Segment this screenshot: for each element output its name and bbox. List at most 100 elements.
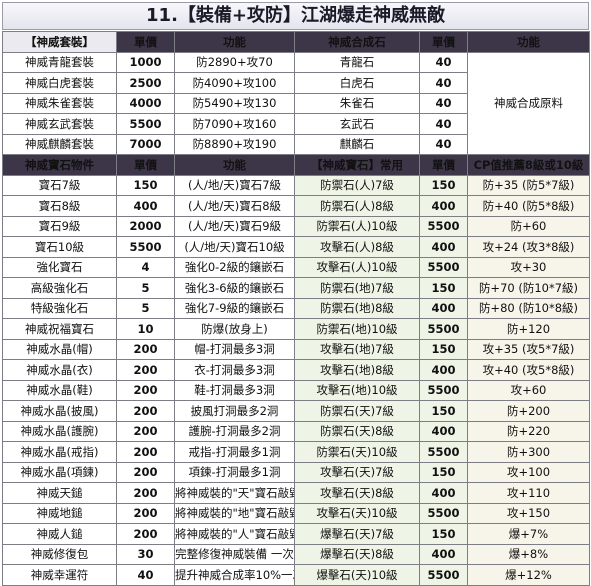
- gem-price: 150: [419, 461, 468, 483]
- gem-row: 神威水晶(披風) 200 披風打洞最多2洞 防禦石(天)7級 150 防+200: [2, 400, 590, 422]
- gem-price: 150: [419, 523, 468, 545]
- item-price: 5500: [116, 236, 175, 258]
- gem-name: 攻擊石(人)8級: [294, 236, 420, 258]
- gem-name: 攻擊石(地)10級: [294, 379, 420, 401]
- header-cp-recommend: CP值推薦8級或10級: [467, 154, 590, 176]
- gem-price: 150: [419, 174, 468, 196]
- gem-price: 400: [419, 420, 468, 442]
- suit-row: 神威青龍套裝 1000 防2890+攻70 青龍石 40 神威合成原料: [2, 51, 590, 155]
- item-name: 神威水晶(項鍊): [2, 461, 117, 483]
- gem-row: 神威水晶(護腕) 200 護腕-打洞最多2洞 防禦石(天)8級 400 防+220: [2, 420, 590, 442]
- suit-name: 神威玄武套裝: [2, 113, 117, 135]
- item-name: 寶石7級: [2, 174, 117, 196]
- gem-name: 防禦石(天)7級: [294, 400, 420, 422]
- item-name: 神威水晶(帽): [2, 338, 117, 360]
- item-name: 神威天鎚: [2, 482, 117, 504]
- gem-effect: 攻+40 (攻5*8級): [467, 359, 590, 381]
- suit-function: 防2890+攻70: [174, 51, 295, 73]
- gem-effect: 防+60: [467, 215, 590, 237]
- item-price: 40: [116, 564, 175, 586]
- gem-effect: 攻+24 (攻3*8級): [467, 236, 590, 258]
- item-function: 衣-打洞最多3洞: [174, 359, 295, 381]
- gem-effect: 爆+8%: [467, 543, 590, 565]
- gem-name: 防禦石(地)8級: [294, 297, 420, 319]
- item-price: 30: [116, 543, 175, 565]
- section1-header-row: 【神威套裝】 單價 功能 神威合成石 單價 功能: [2, 31, 590, 53]
- gem-effect: 防+300: [467, 441, 590, 463]
- gem-effect: 攻+60: [467, 379, 590, 401]
- gem-price: 150: [419, 277, 468, 299]
- suit-price: 7000: [116, 133, 175, 155]
- section2-header-row: 神威寶石物件 單價 功能 【神威寶石】常用 單價 CP值推薦8級或10級: [2, 154, 590, 176]
- gem-price: 400: [419, 297, 468, 319]
- gem-name: 防禦石(人)10級: [294, 215, 420, 237]
- suit-name: 神威朱雀套裝: [2, 92, 117, 114]
- stone-price: 40: [419, 92, 468, 114]
- gem-row: 神威人鎚 200 將神威裝的"人"寶石敲毀 爆擊石(天)7級 150 爆+7%: [2, 523, 590, 545]
- item-price: 200: [116, 482, 175, 504]
- item-name: 強化寶石: [2, 256, 117, 278]
- item-function: 防爆(放身上): [174, 318, 295, 340]
- item-name: 神威人鎚: [2, 523, 117, 545]
- gem-name: 防禦石(人)7級: [294, 174, 420, 196]
- item-function: 項鍊-打洞最多1洞: [174, 461, 295, 483]
- gem-effect: 攻+150: [467, 502, 590, 524]
- gem-effect: 防+120: [467, 318, 590, 340]
- item-name: 神威修復包: [2, 543, 117, 565]
- gem-row: 神威天鎚 200 將神威裝的"天"寶石敲毀 攻擊石(天)8級 400 攻+110: [2, 482, 590, 504]
- item-function: 披風打洞最多2洞: [174, 400, 295, 422]
- gem-row: 特級強化石 5 強化7-9級的鑲嵌石 防禦石(地)8級 400 防+80 (防10*8級): [2, 297, 590, 319]
- stone-name: 玄武石: [294, 113, 420, 135]
- item-price: 200: [116, 441, 175, 463]
- gem-effect: 防+35 (防5*7級): [467, 174, 590, 196]
- item-function: (人/地/天)寶石9級: [174, 215, 295, 237]
- gem-name: 爆擊石(天)7級: [294, 523, 420, 545]
- suit-name: 神威麒麟套裝: [2, 133, 117, 155]
- item-name: 神威祝福寶石: [2, 318, 117, 340]
- gem-row: 寶石8級 400 (人/地/天)寶石8級 防禦石(人)8級 400 防+40 (防5*8級…: [2, 195, 590, 217]
- item-price: 200: [116, 420, 175, 442]
- gem-row: 神威祝福寶石 10 防爆(放身上) 防禦石(地)10級 5500 防+120: [2, 318, 590, 340]
- gem-row: 強化寶石 4 強化0-2級的鑲嵌石 攻擊石(人)10級 5500 攻+30: [2, 256, 590, 278]
- gem-row: 神威水晶(項鍊) 200 項鍊-打洞最多1洞 攻擊石(天)7級 150 攻+100: [2, 461, 590, 483]
- header-stone-function: 功能: [467, 31, 590, 53]
- item-price: 10: [116, 318, 175, 340]
- gem-effect: 攻+35 (攻5*7級): [467, 338, 590, 360]
- suit-price: 5500: [116, 113, 175, 135]
- suit-function: 防4090+攻100: [174, 72, 295, 94]
- page-title: 11.【裝備+攻防】江湖爆走神威無敵: [2, 2, 589, 30]
- item-price: 400: [116, 195, 175, 217]
- gem-effect: 攻+110: [467, 482, 590, 504]
- gem-name: 防禦石(人)8級: [294, 195, 420, 217]
- gem-effect: 防+220: [467, 420, 590, 442]
- gem-price: 400: [419, 359, 468, 381]
- item-name: 神威水晶(戒指): [2, 441, 117, 463]
- gem-name: 爆擊石(天)10級: [294, 564, 420, 586]
- gem-row: 寶石9級 2000 (人/地/天)寶石9級 防禦石(人)10級 5500 防+60: [2, 215, 590, 237]
- item-function: 將神威裝的"天"寶石敲毀: [174, 482, 295, 504]
- item-price: 200: [116, 379, 175, 401]
- item-name: 神威水晶(鞋): [2, 379, 117, 401]
- gem-effect: 攻+30: [467, 256, 590, 278]
- item-function: (人/地/天)寶石7級: [174, 174, 295, 196]
- item-price: 200: [116, 523, 175, 545]
- gem-price: 400: [419, 482, 468, 504]
- stone-price: 40: [419, 51, 468, 73]
- gem-price: 5500: [419, 256, 468, 278]
- gem-row: 寶石7級 150 (人/地/天)寶石7級 防禦石(人)7級 150 防+35 (防5*7級…: [2, 174, 590, 196]
- gem-name: 攻擊石(天)8級: [294, 482, 420, 504]
- suit-price: 4000: [116, 92, 175, 114]
- item-name: 神威幸運符: [2, 564, 117, 586]
- header-price: 單價: [116, 31, 175, 53]
- item-price: 150: [116, 174, 175, 196]
- gem-row: 神威幸運符 40 提升神威合成率10%一次 爆擊石(天)10級 5500 爆+12%: [2, 564, 590, 586]
- gem-row: 神威水晶(衣) 200 衣-打洞最多3洞 攻擊石(地)8級 400 攻+40 (攻5*8級…: [2, 359, 590, 381]
- item-price: 200: [116, 338, 175, 360]
- gem-effect: 爆+7%: [467, 523, 590, 545]
- gem-name: 爆擊石(天)8級: [294, 543, 420, 565]
- item-function: 將神威裝的"人"寶石敲毀: [174, 523, 295, 545]
- stone-name: 青龍石: [294, 51, 420, 73]
- gem-price: 150: [419, 338, 468, 360]
- header-gem-item-price: 單價: [116, 154, 175, 176]
- item-function: 鞋-打洞最多3洞: [174, 379, 295, 401]
